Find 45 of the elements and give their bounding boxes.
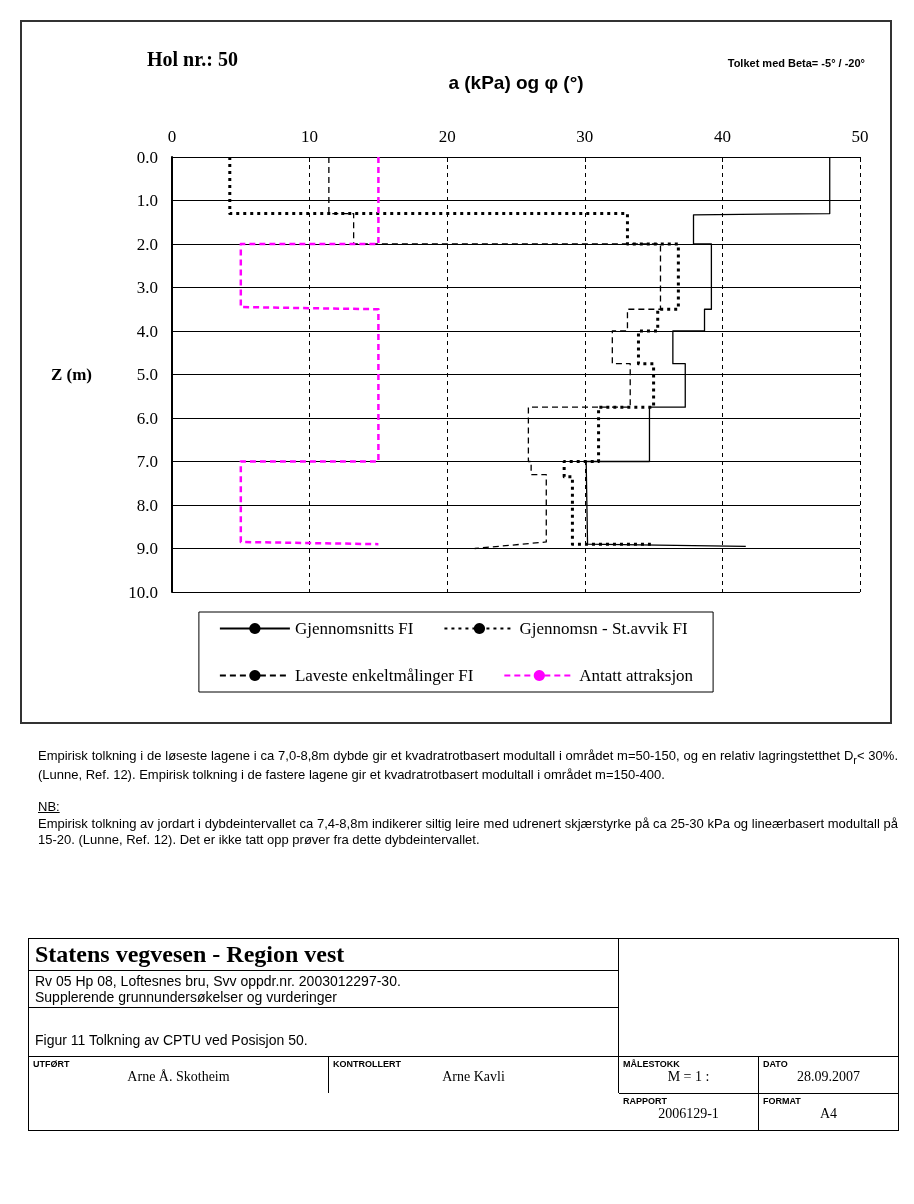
y-tick-label: 9.0 (136, 539, 158, 558)
text: Empirisk tolkning i de løseste lagene i ca 7,0-8,8m dybde gir et kvadratrotbasert modultall i området m=50-150, og en relativ lagringstetthet D$_{r}$< 30%. (Lunne, Ref. 12). Empirisk tolkning i de fastere lagene gir et kvadratrotbasert modultall i området m=150-400. (38, 748, 898, 783)
text: M = 1 : (666, 1069, 711, 1086)
y-tick-label: 1.0 (136, 191, 158, 210)
text: KONTROLLERT (333, 1059, 402, 1070)
y-tick-label: 8.0 (136, 495, 158, 515)
text: Figur 11 Tolkning av CPTU ved Posisjon 50. (29, 1007, 619, 1057)
y-tick-label: 7.0 (136, 452, 158, 471)
y-tick-label: 10.0 (128, 582, 158, 602)
text: Rv 05 Hp 08, Loftesnes bru, Svv oppdr.nr. 2003012297-30. (35, 973, 402, 990)
text: FORMAT (763, 1096, 802, 1107)
text: 28.09.2007 (796, 1069, 861, 1086)
text: Supplerende grunnundersøkelser og vurderinger (35, 989, 338, 1006)
text: Arne Kavli (441, 1069, 506, 1086)
legend-label: Gjennomsnitts FI (294, 619, 414, 638)
y-tick-label: 6.0 (136, 408, 158, 428)
text: Statens vegvesen - Region vest (29, 938, 619, 971)
x-tick-label: 10 (301, 127, 319, 146)
line-series (239, 155, 380, 546)
x-tick-label: 0 (167, 127, 177, 146)
y-tick-label: 3.0 (136, 278, 158, 297)
text: A4 (818, 1106, 839, 1123)
y-tick-label: 0.0 (136, 147, 158, 167)
text: DATO (763, 1059, 789, 1070)
x-tick-label: 30 (576, 127, 594, 146)
chart-title: Hol nr.: 50 (147, 48, 238, 70)
text: Empirisk tolkning av jordart i dybdeintervallet ca 7,4-8,8m indikerer siltig leire med udrenert skjærstyrke på ca 25-30 kPa og lineærbasert modultall på 15-20. (Lunne, Ref. 12). Det er ikke tatt opp prøver fra dette dybdeintervallet. (38, 815, 898, 849)
x-axis-title: a (kPa) og φ (°) (448, 72, 584, 93)
text: MÅLESTOKK (623, 1059, 681, 1070)
text: UTFØRT (33, 1059, 71, 1070)
x-tick-label: 50 (851, 127, 869, 146)
text: NB: (38, 799, 61, 816)
text: Arne Å. Skotheim (126, 1069, 231, 1086)
legend-label: Laveste enkeltmålinger FI (294, 666, 474, 685)
legend-label: Gjennomsn - St.avvik FI (519, 619, 688, 638)
y-tick-label: 2.0 (136, 234, 158, 254)
chart-subtitle: Tolket med Beta= -5° / -20° (727, 56, 866, 69)
y-axis-title: Z (m) (50, 365, 92, 384)
text: RAPPORT (623, 1096, 668, 1107)
x-tick-label: 20 (438, 127, 456, 146)
y-tick-label: 4.0 (136, 321, 158, 341)
y-tick-label: 5.0 (136, 365, 158, 384)
legend-label: Antatt attraksjon (579, 666, 694, 685)
x-tick-label: 40 (713, 127, 731, 146)
text: 2006129-1 (657, 1106, 720, 1123)
